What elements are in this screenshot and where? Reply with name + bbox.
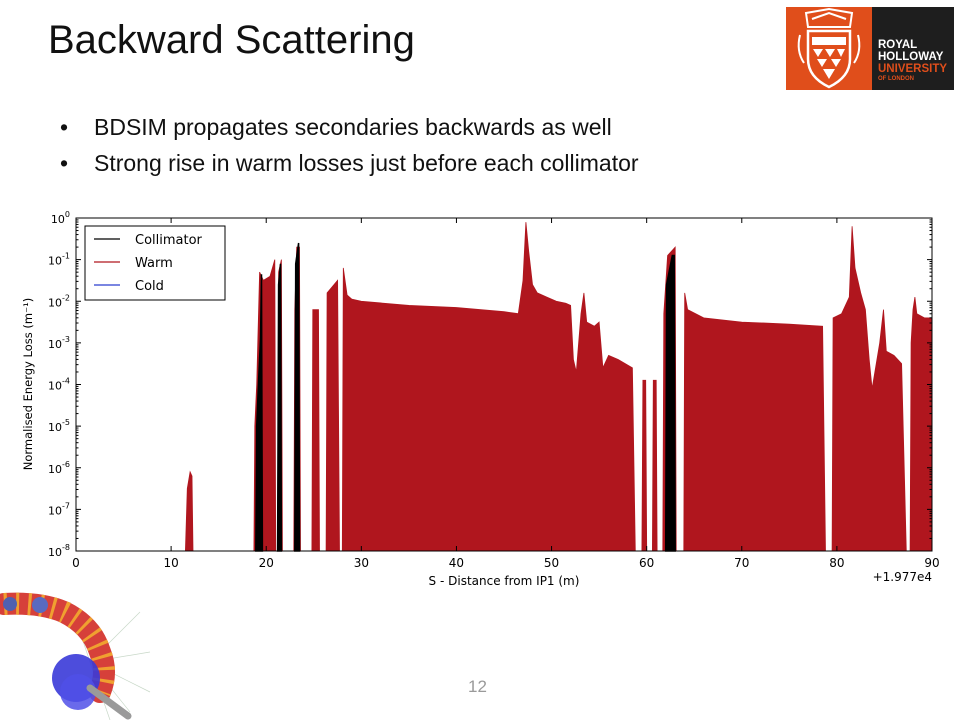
- legend-label-cold: Cold: [135, 279, 164, 294]
- y-tick-label: 10-5: [48, 418, 70, 434]
- bullet-item: BDSIM propagates secondaries backwards a…: [60, 114, 639, 150]
- bullet-item: Strong rise in warm losses just before e…: [60, 150, 639, 186]
- logo-line-2: HOLLOWAY: [878, 51, 944, 63]
- x-tick-label: 20: [259, 556, 274, 570]
- collimator-series: [255, 242, 676, 552]
- y-tick-label: 10-4: [48, 377, 70, 393]
- y-tick-labels: 100 10-1 10-2 10-3 10-4 10-5 10-6 10-7 10-8: [48, 210, 70, 559]
- warm-loss-segment: [641, 379, 648, 552]
- x-tick-label: 0: [72, 556, 80, 570]
- warm-loss-segment: [831, 226, 907, 552]
- legend-label-warm: Warm: [135, 256, 173, 271]
- crest-icon: [797, 7, 861, 89]
- collimator-loss-segment: [664, 254, 676, 552]
- page-number: 12: [468, 677, 487, 696]
- logo-line-3: UNIVERSITY: [878, 63, 948, 75]
- y-tick-label: 10-7: [48, 501, 70, 517]
- x-tick-labels: 0 10 20 30 40 50 60 70 80 90: [72, 556, 939, 570]
- bullet-list: BDSIM propagates secondaries backwards a…: [60, 114, 639, 186]
- y-axis-label: Normalised Energy Loss (m⁻¹): [21, 298, 35, 470]
- warm-loss-segment: [325, 279, 340, 552]
- warm-loss-segment: [651, 379, 658, 552]
- y-tick-label: 10-3: [48, 335, 70, 351]
- collimator-loss-segment: [276, 263, 283, 552]
- x-tick-label: 90: [924, 556, 939, 570]
- university-logo: ROYAL HOLLOWAY UNIVERSITY OF LONDON: [786, 7, 954, 90]
- logo-line-1: ROYAL: [878, 39, 918, 51]
- x-tick-label: 50: [544, 556, 559, 570]
- x-tick-label: 30: [354, 556, 369, 570]
- legend-label-collimator: Collimator: [135, 233, 203, 248]
- warm-loss-segment: [683, 292, 826, 552]
- x-tick-label: 80: [829, 556, 844, 570]
- x-tick-label: 60: [639, 556, 654, 570]
- x-tick-label: 40: [449, 556, 464, 570]
- y-tick-label: 10-6: [48, 460, 70, 476]
- x-offset-label: +1.977e4: [873, 570, 932, 584]
- y-tick-label: 10-1: [48, 252, 70, 268]
- logo-text-panel: ROYAL HOLLOWAY UNIVERSITY OF LONDON: [872, 7, 954, 90]
- collimator-loss-segment: [294, 242, 301, 552]
- warm-loss-segment: [909, 297, 933, 552]
- energy-loss-chart: 0 10 20 30 40 50 60 70 80 90 10010-110-210-310-41…: [21, 210, 940, 588]
- warm-loss-segment: [341, 222, 636, 552]
- y-tick-label: 10-8: [48, 543, 70, 559]
- y-tick-label: 100: [51, 210, 70, 226]
- legend: Collimator Warm Cold: [84, 225, 226, 301]
- legend-box: [84, 225, 226, 301]
- beamline-render-image: [0, 592, 151, 720]
- warm-loss-segment: [311, 309, 320, 552]
- plot-frame: [75, 217, 933, 552]
- slide-title: Backward Scattering: [48, 18, 415, 62]
- logo-line-4: OF LONDON: [878, 76, 914, 82]
- x-tick-label: 10: [163, 556, 178, 570]
- x-tick-label: 70: [734, 556, 749, 570]
- logo-crest-panel: [786, 7, 872, 90]
- x-axis-label: S - Distance from IP1 (m): [429, 574, 580, 588]
- y-tick-label: 10-2: [48, 293, 70, 309]
